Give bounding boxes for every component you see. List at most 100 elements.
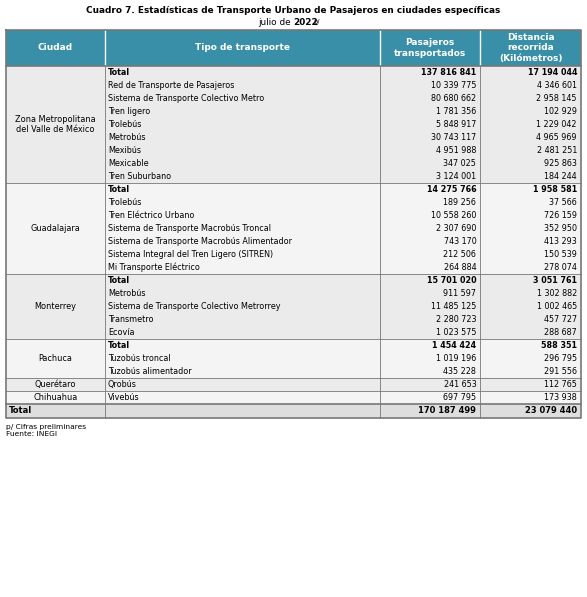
- Bar: [6, 144, 581, 157]
- Text: 413 293: 413 293: [544, 237, 577, 246]
- Bar: [6, 105, 581, 118]
- Text: Ecovía: Ecovía: [108, 328, 134, 337]
- Text: Mexibús: Mexibús: [108, 146, 141, 155]
- Text: 726 159: 726 159: [544, 211, 577, 220]
- Text: Distancia
recorrida
(Kilómetros): Distancia recorrida (Kilómetros): [499, 33, 562, 63]
- Text: Tuzobús troncal: Tuzobús troncal: [108, 354, 171, 363]
- Text: Trolebús: Trolebús: [108, 120, 141, 129]
- Text: 4 951 988: 4 951 988: [436, 146, 477, 155]
- Text: Total: Total: [108, 185, 130, 194]
- Text: 288 687: 288 687: [544, 328, 577, 337]
- Text: Metrobús: Metrobús: [108, 133, 146, 142]
- Text: 2 280 723: 2 280 723: [436, 315, 477, 324]
- Text: Tren Eléctrico Urbano: Tren Eléctrico Urbano: [108, 211, 194, 220]
- Bar: [6, 30, 581, 66]
- Bar: [6, 118, 581, 131]
- Text: 435 228: 435 228: [444, 367, 477, 376]
- Text: 11 485 125: 11 485 125: [431, 302, 477, 311]
- Text: 2 481 251: 2 481 251: [537, 146, 577, 155]
- Bar: [6, 131, 581, 144]
- Text: 10 558 260: 10 558 260: [431, 211, 477, 220]
- Text: Total: Total: [108, 276, 130, 285]
- Bar: [6, 404, 581, 417]
- Text: 10 339 775: 10 339 775: [431, 81, 477, 90]
- Text: 15 701 020: 15 701 020: [427, 276, 477, 285]
- Bar: [6, 209, 581, 222]
- Bar: [6, 183, 581, 196]
- Bar: [6, 274, 581, 287]
- Text: Tuzobús alimentador: Tuzobús alimentador: [108, 367, 191, 376]
- Text: 173 938: 173 938: [544, 393, 577, 402]
- Text: 296 795: 296 795: [544, 354, 577, 363]
- Text: 264 884: 264 884: [444, 263, 477, 272]
- Text: Mexicable: Mexicable: [108, 159, 149, 168]
- Text: 30 743 117: 30 743 117: [431, 133, 477, 142]
- Bar: [6, 248, 581, 261]
- Bar: [6, 300, 581, 313]
- Bar: [6, 79, 581, 92]
- Text: 925 863: 925 863: [544, 159, 577, 168]
- Text: Zona Metropolitana
del Valle de México: Zona Metropolitana del Valle de México: [15, 115, 96, 134]
- Bar: [6, 66, 581, 79]
- Text: Tren ligero: Tren ligero: [108, 107, 150, 116]
- Bar: [6, 313, 581, 326]
- Text: 1 023 575: 1 023 575: [436, 328, 477, 337]
- Text: 1 454 424: 1 454 424: [432, 341, 477, 350]
- Text: Pachuca: Pachuca: [39, 354, 72, 363]
- Text: 1 229 042: 1 229 042: [537, 120, 577, 129]
- Text: Guadalajara: Guadalajara: [31, 224, 80, 233]
- Bar: [6, 235, 581, 248]
- Text: Total: Total: [9, 406, 32, 416]
- Text: 137 816 841: 137 816 841: [421, 68, 477, 77]
- Text: 170 187 499: 170 187 499: [419, 406, 477, 416]
- Text: Sistema Integral del Tren Ligero (SITREN): Sistema Integral del Tren Ligero (SITREN…: [108, 250, 273, 259]
- Text: Mi Transporte Eléctrico: Mi Transporte Eléctrico: [108, 263, 200, 272]
- Bar: [6, 261, 581, 274]
- Text: 4 965 969: 4 965 969: [537, 133, 577, 142]
- Text: Vivebús: Vivebús: [108, 393, 140, 402]
- Bar: [6, 157, 581, 170]
- Text: 102 929: 102 929: [544, 107, 577, 116]
- Text: 14 275 766: 14 275 766: [427, 185, 477, 194]
- Bar: [6, 326, 581, 339]
- Text: 241 653: 241 653: [444, 380, 477, 389]
- Text: Sistema de Transporte Macrobús Troncal: Sistema de Transporte Macrobús Troncal: [108, 224, 271, 233]
- Text: 743 170: 743 170: [444, 237, 477, 246]
- Text: Metrobús: Metrobús: [108, 289, 146, 298]
- Text: 23 079 440: 23 079 440: [525, 406, 577, 416]
- Text: Transmetro: Transmetro: [108, 315, 153, 324]
- Bar: [6, 196, 581, 209]
- Text: 3 051 761: 3 051 761: [533, 276, 577, 285]
- Text: 112 765: 112 765: [544, 380, 577, 389]
- Text: Total: Total: [108, 341, 130, 350]
- Bar: [6, 92, 581, 105]
- Text: Sistema de Transporte Colectivo Metrorrey: Sistema de Transporte Colectivo Metrorre…: [108, 302, 281, 311]
- Text: 3 124 001: 3 124 001: [436, 172, 477, 181]
- Text: 457 727: 457 727: [544, 315, 577, 324]
- Text: Total: Total: [108, 68, 130, 77]
- Bar: [6, 391, 581, 404]
- Bar: [6, 170, 581, 183]
- Text: 184 244: 184 244: [544, 172, 577, 181]
- Text: 80 680 662: 80 680 662: [431, 94, 477, 103]
- Text: Querétaro: Querétaro: [35, 380, 76, 389]
- Text: Chihuahua: Chihuahua: [33, 393, 77, 402]
- Text: Red de Transporte de Pasajeros: Red de Transporte de Pasajeros: [108, 81, 234, 90]
- Bar: [6, 339, 581, 352]
- Text: 212 506: 212 506: [444, 250, 477, 259]
- Text: 37 566: 37 566: [549, 198, 577, 207]
- Text: p/: p/: [313, 19, 320, 25]
- Text: Tren Suburbano: Tren Suburbano: [108, 172, 171, 181]
- Text: 189 256: 189 256: [444, 198, 477, 207]
- Text: julio de: julio de: [258, 18, 294, 27]
- Text: 697 795: 697 795: [443, 393, 477, 402]
- Text: Fuente: INEGI: Fuente: INEGI: [6, 432, 57, 438]
- Text: 1 958 581: 1 958 581: [533, 185, 577, 194]
- Text: 1 002 465: 1 002 465: [537, 302, 577, 311]
- Text: Monterrey: Monterrey: [35, 302, 76, 311]
- Bar: [6, 378, 581, 391]
- Text: Tipo de transporte: Tipo de transporte: [195, 44, 290, 53]
- Text: 2 958 145: 2 958 145: [537, 94, 577, 103]
- Text: 1 302 882: 1 302 882: [537, 289, 577, 298]
- Text: Sistema de Transporte Macrobús Alimentador: Sistema de Transporte Macrobús Alimentad…: [108, 237, 292, 246]
